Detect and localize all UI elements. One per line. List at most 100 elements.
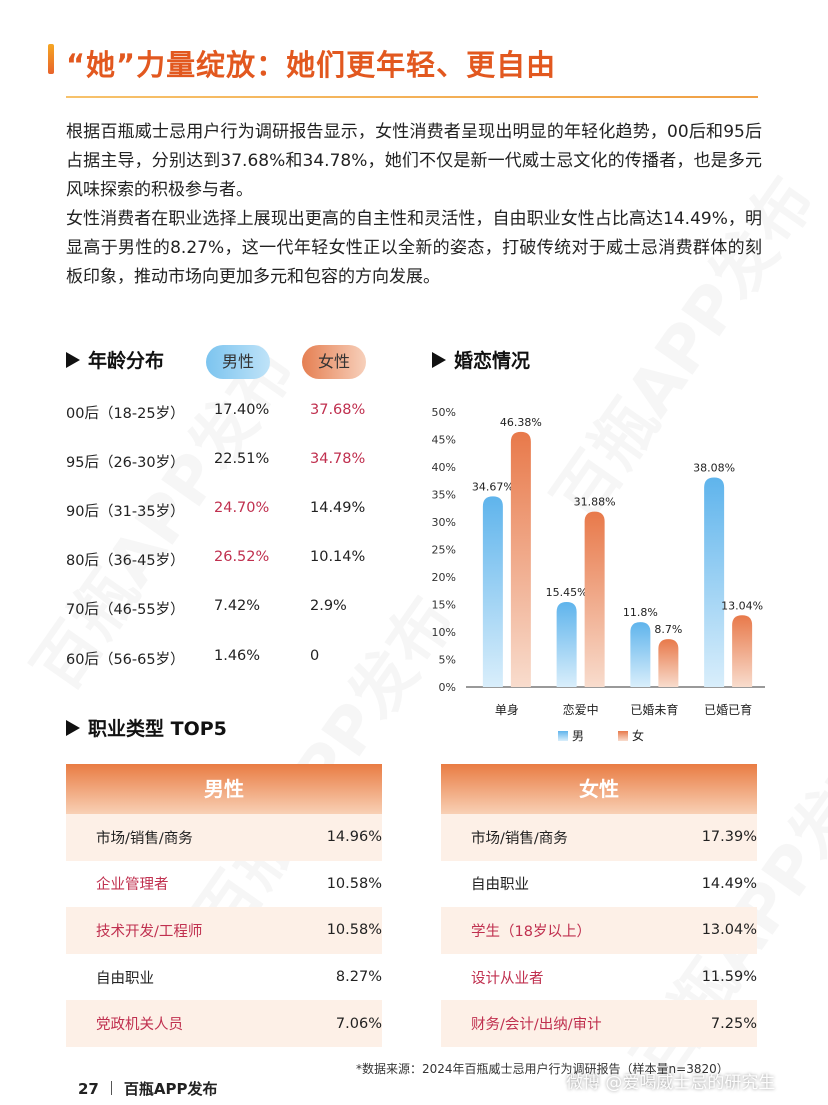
male-age-value: 24.70% [214,500,270,516]
male-age-value: 22.51% [214,451,270,467]
age-group-label: 00后（18-25岁） [66,406,185,422]
job-percentage: 7.06% [335,1015,382,1032]
bar-value-label: 15.45% [546,586,588,599]
job-row: 学生（18岁以上） 13.04% [441,907,757,954]
x-category-label: 恋爱中 [563,702,599,717]
page-title: “她”力量绽放：她们更年轻、更自由 [66,48,557,82]
female-job-table: 女性 市场/销售/商务 17.39% 自由职业 14.49% 学生（18岁以上） 13.0… [441,764,757,1047]
bar-male [556,602,577,687]
bar-female [658,639,679,687]
data-source-note: *数据来源：2024年百瓶威士忌用户行为调研报告（样本量n=3820） [356,1062,729,1076]
job-percentage: 14.96% [326,829,382,846]
age-heading-text: 年龄分布 [88,350,165,372]
marriage-section-heading: 婚恋情况 [432,346,530,373]
age-group-label: 80后（36-45岁） [66,553,185,569]
y-tick-label: 5% [439,654,456,667]
bar-value-label: 13.04% [721,599,763,612]
triangle-icon [66,720,80,736]
x-category-label: 已婚未育 [630,702,678,717]
job-row: 自由职业 8.27% [66,954,382,1001]
job-percentage: 10.58% [326,875,382,892]
job-percentage: 17.39% [701,829,757,846]
y-tick-label: 15% [432,599,456,612]
job-row: 市场/销售/商务 14.96% [66,814,382,861]
job-row: 财务/会计/出纳/审计 7.25% [441,1000,757,1047]
intro-text: 根据百瓶威士忌用户行为调研报告显示，女性消费者呈现出明显的年轻化趋势，00后和9… [66,118,762,292]
marriage-heading-text: 婚恋情况 [454,350,531,372]
female-pill: 女性 [302,345,366,379]
bar-female [584,511,605,687]
age-group-label: 60后（56-65岁） [66,652,185,668]
weibo-watermark: 微博 @爱喝威士忌的研究生 [566,1073,776,1093]
bar-female [732,615,753,687]
footer-brand: 百瓶APP发布 [123,1080,218,1098]
male-age-value: 17.40% [214,402,270,418]
job-name: 企业管理者 [96,877,169,894]
female-age-value: 10.14% [310,549,366,565]
job-name: 市场/销售/商务 [96,830,193,847]
bar-value-label: 34.67% [472,480,514,493]
bar-male [630,622,651,687]
footer-divider [110,1081,112,1095]
legend-label-female: 女 [632,728,644,743]
triangle-icon [66,352,80,368]
job-row: 党政机关人员 7.06% [66,1000,382,1047]
legend-label-male: 男 [572,729,584,743]
page-number: 27 [78,1080,99,1098]
y-tick-label: 30% [432,516,456,529]
job-name: 市场/销售/商务 [471,830,568,847]
female-job-table-title: 女性 [441,764,757,814]
bar-male [704,477,725,687]
bar-value-label: 46.38% [500,416,542,429]
job-percentage: 14.49% [701,875,757,892]
age-row: 00后（18-25岁） 17.40% 37.68% [66,402,386,426]
y-tick-label: 50% [432,406,456,419]
title-divider [66,96,758,98]
age-group-label: 90后（31-35岁） [66,504,185,520]
job-percentage: 10.58% [326,922,382,939]
bar-male [482,496,503,687]
bar-value-label: 31.88% [574,496,616,509]
job-name: 自由职业 [96,970,154,987]
job-percentage: 13.04% [701,922,757,939]
male-age-value: 26.52% [214,549,270,565]
bar-value-label: 8.7% [654,623,682,636]
job-name: 技术开发/工程师 [96,923,203,940]
age-row: 95后（26-30岁） 22.51% 34.78% [66,451,386,475]
triangle-icon [432,352,446,368]
job-name: 设计从业者 [471,970,544,987]
bar-value-label: 38.08% [693,462,735,475]
x-category-label: 单身 [495,702,519,717]
female-age-value: 37.68% [310,402,366,418]
y-tick-label: 10% [432,626,456,639]
age-row: 60后（56-65岁） 1.46% 0 [66,648,386,672]
bar-value-label: 11.8% [623,606,658,619]
job-percentage: 11.59% [701,969,757,986]
job-percentage: 8.27% [335,969,382,986]
y-tick-label: 25% [432,544,456,557]
legend-swatch-female [618,731,628,741]
job-percentage: 7.25% [710,1015,757,1032]
x-category-label: 已婚已育 [704,702,752,717]
job-heading-text: 职业类型 TOP5 [88,718,227,740]
female-age-value: 14.49% [310,500,366,516]
intro-paragraph-1: 根据百瓶威士忌用户行为调研报告显示，女性消费者呈现出明显的年轻化趋势，00后和9… [66,122,762,200]
y-tick-label: 35% [432,489,456,502]
title-accent-bar [48,44,54,74]
y-tick-label: 20% [432,571,456,584]
male-pill: 男性 [206,345,270,379]
male-job-table: 男性 市场/销售/商务 14.96% 企业管理者 10.58% 技术开发/工程师 10.5… [66,764,382,1047]
job-row: 技术开发/工程师 10.58% [66,907,382,954]
job-row: 企业管理者 10.58% [66,861,382,908]
y-tick-label: 40% [432,461,456,474]
age-row: 90后（31-35岁） 24.70% 14.49% [66,500,386,524]
y-tick-label: 45% [432,434,456,447]
job-name: 学生（18岁以上） [471,923,591,940]
job-name: 党政机关人员 [96,1017,183,1034]
female-age-value: 34.78% [310,451,366,467]
legend-swatch-male [558,731,568,741]
age-section-heading: 年龄分布 [66,346,164,373]
male-job-table-title: 男性 [66,764,382,814]
age-group-label: 95后（26-30岁） [66,455,185,471]
male-age-value: 7.42% [214,598,261,614]
